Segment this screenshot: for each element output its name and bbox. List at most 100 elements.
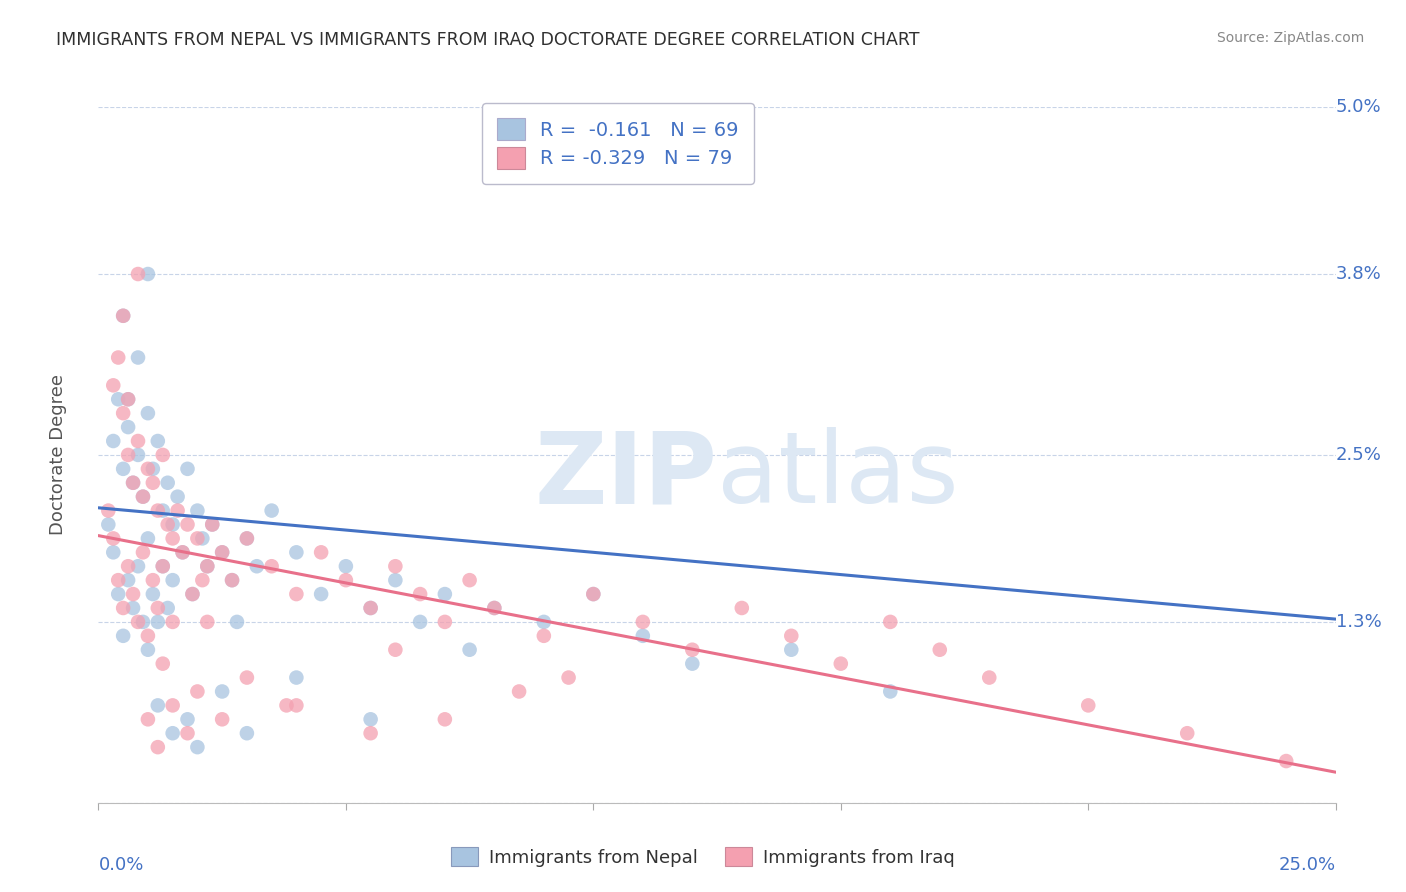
Point bbox=[631, 629, 654, 643]
Point bbox=[582, 587, 605, 601]
Point bbox=[136, 406, 159, 420]
Point bbox=[484, 601, 506, 615]
Point bbox=[195, 559, 218, 574]
Point bbox=[107, 573, 129, 587]
Text: 0.0%: 0.0% bbox=[98, 855, 143, 873]
Point bbox=[191, 532, 214, 546]
Point bbox=[276, 698, 298, 713]
Point bbox=[221, 573, 243, 587]
Point bbox=[211, 545, 233, 559]
Point bbox=[127, 559, 149, 574]
Point bbox=[122, 601, 145, 615]
Point bbox=[156, 601, 179, 615]
Point bbox=[260, 503, 283, 517]
Point bbox=[211, 545, 233, 559]
Point bbox=[236, 532, 259, 546]
Point bbox=[780, 642, 803, 657]
Point bbox=[132, 490, 155, 504]
Point bbox=[127, 351, 149, 365]
Point bbox=[221, 573, 243, 587]
Point bbox=[142, 462, 165, 476]
Point bbox=[176, 517, 198, 532]
Point bbox=[97, 503, 120, 517]
Point bbox=[186, 503, 208, 517]
Point bbox=[152, 503, 174, 517]
Point bbox=[103, 434, 125, 448]
Point bbox=[201, 517, 224, 532]
Point bbox=[879, 615, 901, 629]
Point bbox=[557, 671, 579, 685]
Point bbox=[186, 532, 208, 546]
Point bbox=[127, 267, 149, 281]
Point bbox=[146, 434, 169, 448]
Point bbox=[107, 587, 129, 601]
Point bbox=[236, 726, 259, 740]
Point bbox=[162, 698, 184, 713]
Point bbox=[166, 503, 188, 517]
Point bbox=[979, 671, 1001, 685]
Point bbox=[146, 503, 169, 517]
Text: IMMIGRANTS FROM NEPAL VS IMMIGRANTS FROM IRAQ DOCTORATE DEGREE CORRELATION CHART: IMMIGRANTS FROM NEPAL VS IMMIGRANTS FROM… bbox=[56, 31, 920, 49]
Point bbox=[162, 517, 184, 532]
Point bbox=[1275, 754, 1298, 768]
Text: 3.8%: 3.8% bbox=[1336, 265, 1382, 283]
Point bbox=[127, 434, 149, 448]
Point bbox=[409, 587, 432, 601]
Point bbox=[107, 351, 129, 365]
Point bbox=[117, 448, 139, 462]
Point bbox=[181, 587, 204, 601]
Point bbox=[176, 726, 198, 740]
Point bbox=[285, 587, 308, 601]
Point bbox=[117, 573, 139, 587]
Point bbox=[152, 657, 174, 671]
Point bbox=[117, 392, 139, 407]
Point bbox=[236, 671, 259, 685]
Point bbox=[195, 559, 218, 574]
Point bbox=[112, 309, 135, 323]
Point bbox=[162, 573, 184, 587]
Point bbox=[112, 629, 135, 643]
Point bbox=[146, 601, 169, 615]
Point bbox=[260, 559, 283, 574]
Point bbox=[181, 587, 204, 601]
Point bbox=[1077, 698, 1099, 713]
Point bbox=[186, 684, 208, 698]
Point bbox=[152, 559, 174, 574]
Text: 1.3%: 1.3% bbox=[1336, 613, 1382, 631]
Point bbox=[582, 587, 605, 601]
Point bbox=[309, 545, 332, 559]
Point bbox=[152, 559, 174, 574]
Text: atlas: atlas bbox=[717, 427, 959, 524]
Point bbox=[136, 532, 159, 546]
Point bbox=[186, 740, 208, 755]
Point bbox=[107, 392, 129, 407]
Point bbox=[152, 448, 174, 462]
Point bbox=[246, 559, 269, 574]
Point bbox=[142, 587, 165, 601]
Point bbox=[285, 671, 308, 685]
Point bbox=[533, 615, 555, 629]
Point bbox=[156, 475, 179, 490]
Point bbox=[879, 684, 901, 698]
Point bbox=[103, 532, 125, 546]
Text: ZIP: ZIP bbox=[534, 427, 717, 524]
Point bbox=[97, 517, 120, 532]
Point bbox=[103, 545, 125, 559]
Point bbox=[928, 642, 950, 657]
Point bbox=[631, 615, 654, 629]
Point bbox=[136, 462, 159, 476]
Legend: Immigrants from Nepal, Immigrants from Iraq: Immigrants from Nepal, Immigrants from I… bbox=[444, 840, 962, 874]
Point bbox=[201, 517, 224, 532]
Point bbox=[360, 601, 382, 615]
Point bbox=[681, 642, 703, 657]
Point bbox=[458, 642, 481, 657]
Point bbox=[360, 726, 382, 740]
Point bbox=[112, 309, 135, 323]
Point bbox=[731, 601, 754, 615]
Point bbox=[236, 532, 259, 546]
Point bbox=[122, 475, 145, 490]
Point bbox=[211, 712, 233, 726]
Point bbox=[132, 545, 155, 559]
Point bbox=[136, 712, 159, 726]
Point bbox=[780, 629, 803, 643]
